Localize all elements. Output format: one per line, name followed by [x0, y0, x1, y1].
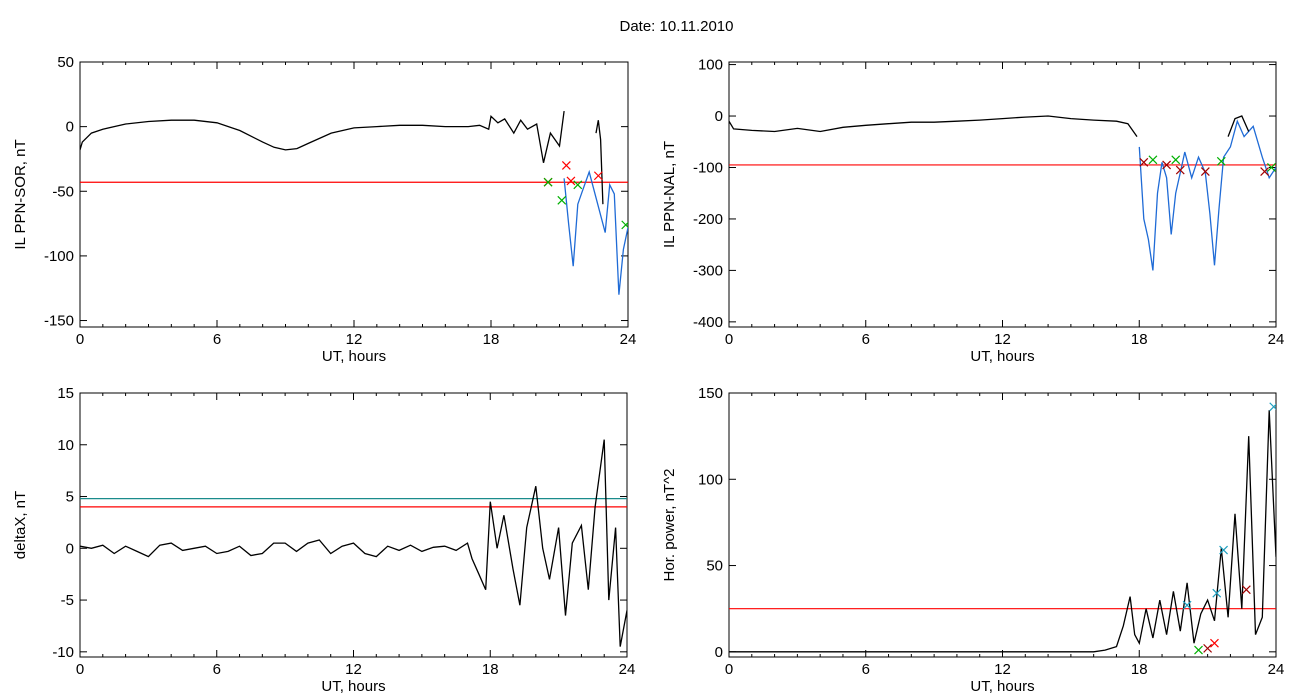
plot-frame: [728, 392, 1277, 658]
y-axis-label: deltaX, nT: [12, 491, 29, 559]
x-tick-label: 12: [994, 331, 1011, 348]
y-tick-label: 50: [706, 558, 723, 575]
cross-marker: [1162, 160, 1172, 170]
y-tick-label: -5: [61, 592, 74, 609]
y-axis-label: IL PPN-NAL, nT: [661, 141, 678, 248]
y-axis-label: IL PPN-SOR, nT: [12, 139, 29, 249]
y-axis-label: Hor. power, nT^2: [661, 469, 678, 582]
cross-marker: [1182, 600, 1192, 610]
x-tick-label: 24: [620, 331, 637, 348]
series-line: [80, 439, 627, 647]
y-tick-label: 0: [66, 119, 74, 136]
cross-marker: [1203, 643, 1213, 653]
chart-panel-4: 0 6 12 18 24 0 50 100 150 UT, hours Hor. power, nT…: [661, 385, 1284, 695]
x-tick-label: 12: [994, 661, 1011, 678]
x-tick-label: 18: [1131, 331, 1148, 348]
cross-marker: [1216, 156, 1226, 166]
cross-marker: [566, 176, 576, 186]
x-tick-label: 18: [483, 331, 500, 348]
y-tick-label: 0: [66, 540, 74, 557]
y-tick-label: 10: [57, 437, 74, 454]
y-tick-label: -200: [693, 211, 723, 228]
series-line: [729, 410, 1276, 653]
plot-area: [80, 111, 628, 295]
x-tick-label: 6: [862, 331, 870, 348]
y-tick-label: 100: [698, 471, 723, 488]
y-tick-label: 150: [698, 385, 723, 402]
series-line: [80, 111, 565, 163]
y-tick-label: -10: [52, 644, 74, 661]
plot-frame: [79, 392, 628, 658]
y-tick-label: -150: [44, 313, 74, 330]
series-line: [595, 120, 604, 205]
cross-marker: [1241, 585, 1251, 595]
cross-marker: [573, 180, 583, 190]
x-tick-label: 0: [76, 331, 84, 348]
y-tick-label: -100: [693, 159, 723, 176]
x-tick-label: 0: [725, 661, 733, 678]
cross-marker: [1269, 402, 1276, 412]
plot-area: [80, 439, 627, 647]
x-tick-label: 18: [482, 661, 499, 678]
cross-marker: [1267, 163, 1276, 172]
x-tick-label: 12: [346, 331, 363, 348]
x-axis-label: UT, hours: [970, 348, 1034, 365]
series-line: [729, 115, 1138, 137]
cross-marker: [621, 220, 628, 230]
y-tick-label: -100: [44, 248, 74, 265]
cross-marker: [557, 195, 567, 205]
cross-marker: [1212, 588, 1222, 598]
plot-frame: [728, 61, 1277, 328]
chart-panel-2: 0 6 12 18 24 -400 -300 -200 -100 0 100 UT, hours IL …: [661, 57, 1284, 365]
x-tick-label: 6: [862, 661, 870, 678]
x-tick-label: 12: [345, 661, 362, 678]
cross-marker: [1260, 167, 1270, 177]
y-tick-label: 0: [715, 108, 723, 125]
x-tick-label: 24: [1268, 331, 1285, 348]
chart-panel-1: 0 6 12 18 24 -150 -100 -50 0 50 UT, hours IL PPN-SO…: [12, 54, 636, 365]
cross-marker: [593, 171, 603, 181]
series-line: [563, 169, 628, 295]
x-tick-label: 24: [1268, 661, 1285, 678]
cross-marker: [543, 177, 553, 187]
x-tick-label: 6: [213, 661, 221, 678]
figure-title: Date: 10.11.2010: [619, 18, 734, 35]
chart-panel-3: 0 6 12 18 24 -10 -5 0 5 10 15 UT, hours deltaX, nT: [12, 385, 635, 695]
y-tick-label: 5: [66, 489, 74, 506]
cross-marker: [1200, 167, 1210, 177]
x-axis-label: UT, hours: [970, 678, 1034, 695]
series-line: [1138, 119, 1276, 271]
y-tick-label: 15: [57, 385, 74, 402]
x-axis-label: UT, hours: [322, 348, 386, 365]
x-tick-label: 0: [76, 661, 84, 678]
y-tick-label: -400: [693, 314, 723, 331]
x-tick-label: 18: [1131, 661, 1148, 678]
plot-area: [729, 402, 1276, 655]
x-tick-label: 24: [619, 661, 636, 678]
y-tick-label: -300: [693, 262, 723, 279]
plot-frame: [79, 61, 629, 328]
cross-marker: [1210, 638, 1219, 648]
y-tick-label: 0: [715, 644, 723, 661]
cross-marker: [1194, 645, 1203, 655]
cross-marker: [561, 160, 571, 170]
plot-area: [729, 115, 1276, 271]
cross-marker: [1171, 155, 1181, 165]
x-tick-label: 0: [725, 331, 733, 348]
cross-marker: [1139, 157, 1149, 167]
cross-marker: [1148, 155, 1158, 165]
y-tick-label: 50: [57, 54, 74, 71]
x-tick-label: 6: [213, 331, 221, 348]
y-tick-label: -50: [52, 183, 74, 200]
y-tick-label: 100: [698, 57, 723, 74]
cross-marker: [1175, 165, 1185, 175]
cross-marker: [1219, 545, 1229, 555]
series-line: [1227, 115, 1250, 137]
x-axis-label: UT, hours: [321, 678, 385, 695]
